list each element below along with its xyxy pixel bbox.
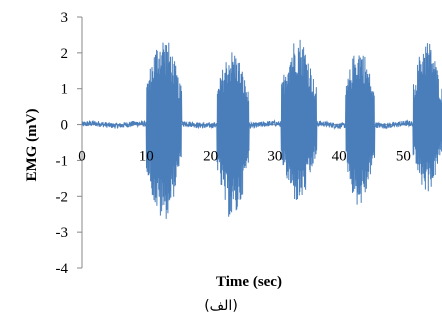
emg-signal-line	[81, 39, 442, 219]
x-tick-label: 0	[78, 149, 86, 165]
y-tick-label: 3	[61, 10, 69, 26]
figure-caption: (الف)	[204, 298, 238, 314]
x-tick-label: 10	[139, 149, 154, 165]
plot-area	[81, 17, 442, 268]
y-tick-label: -3	[56, 225, 69, 241]
y-axis-label: EMG (mV)	[24, 109, 40, 182]
x-tick-label: 30	[267, 149, 282, 165]
x-axis-label: Time (sec)	[216, 274, 282, 290]
x-tick-label: 20	[203, 149, 218, 165]
x-tick-label: 50	[396, 149, 411, 165]
y-tick-label: -2	[56, 189, 69, 205]
y-tick-label: 0	[61, 118, 69, 134]
x-tick-label: 40	[332, 149, 347, 165]
y-tick-label: -4	[56, 261, 69, 277]
y-tick-label: 1	[61, 82, 69, 98]
y-tick-label: 2	[61, 46, 69, 62]
y-tick-label: -1	[56, 153, 69, 169]
